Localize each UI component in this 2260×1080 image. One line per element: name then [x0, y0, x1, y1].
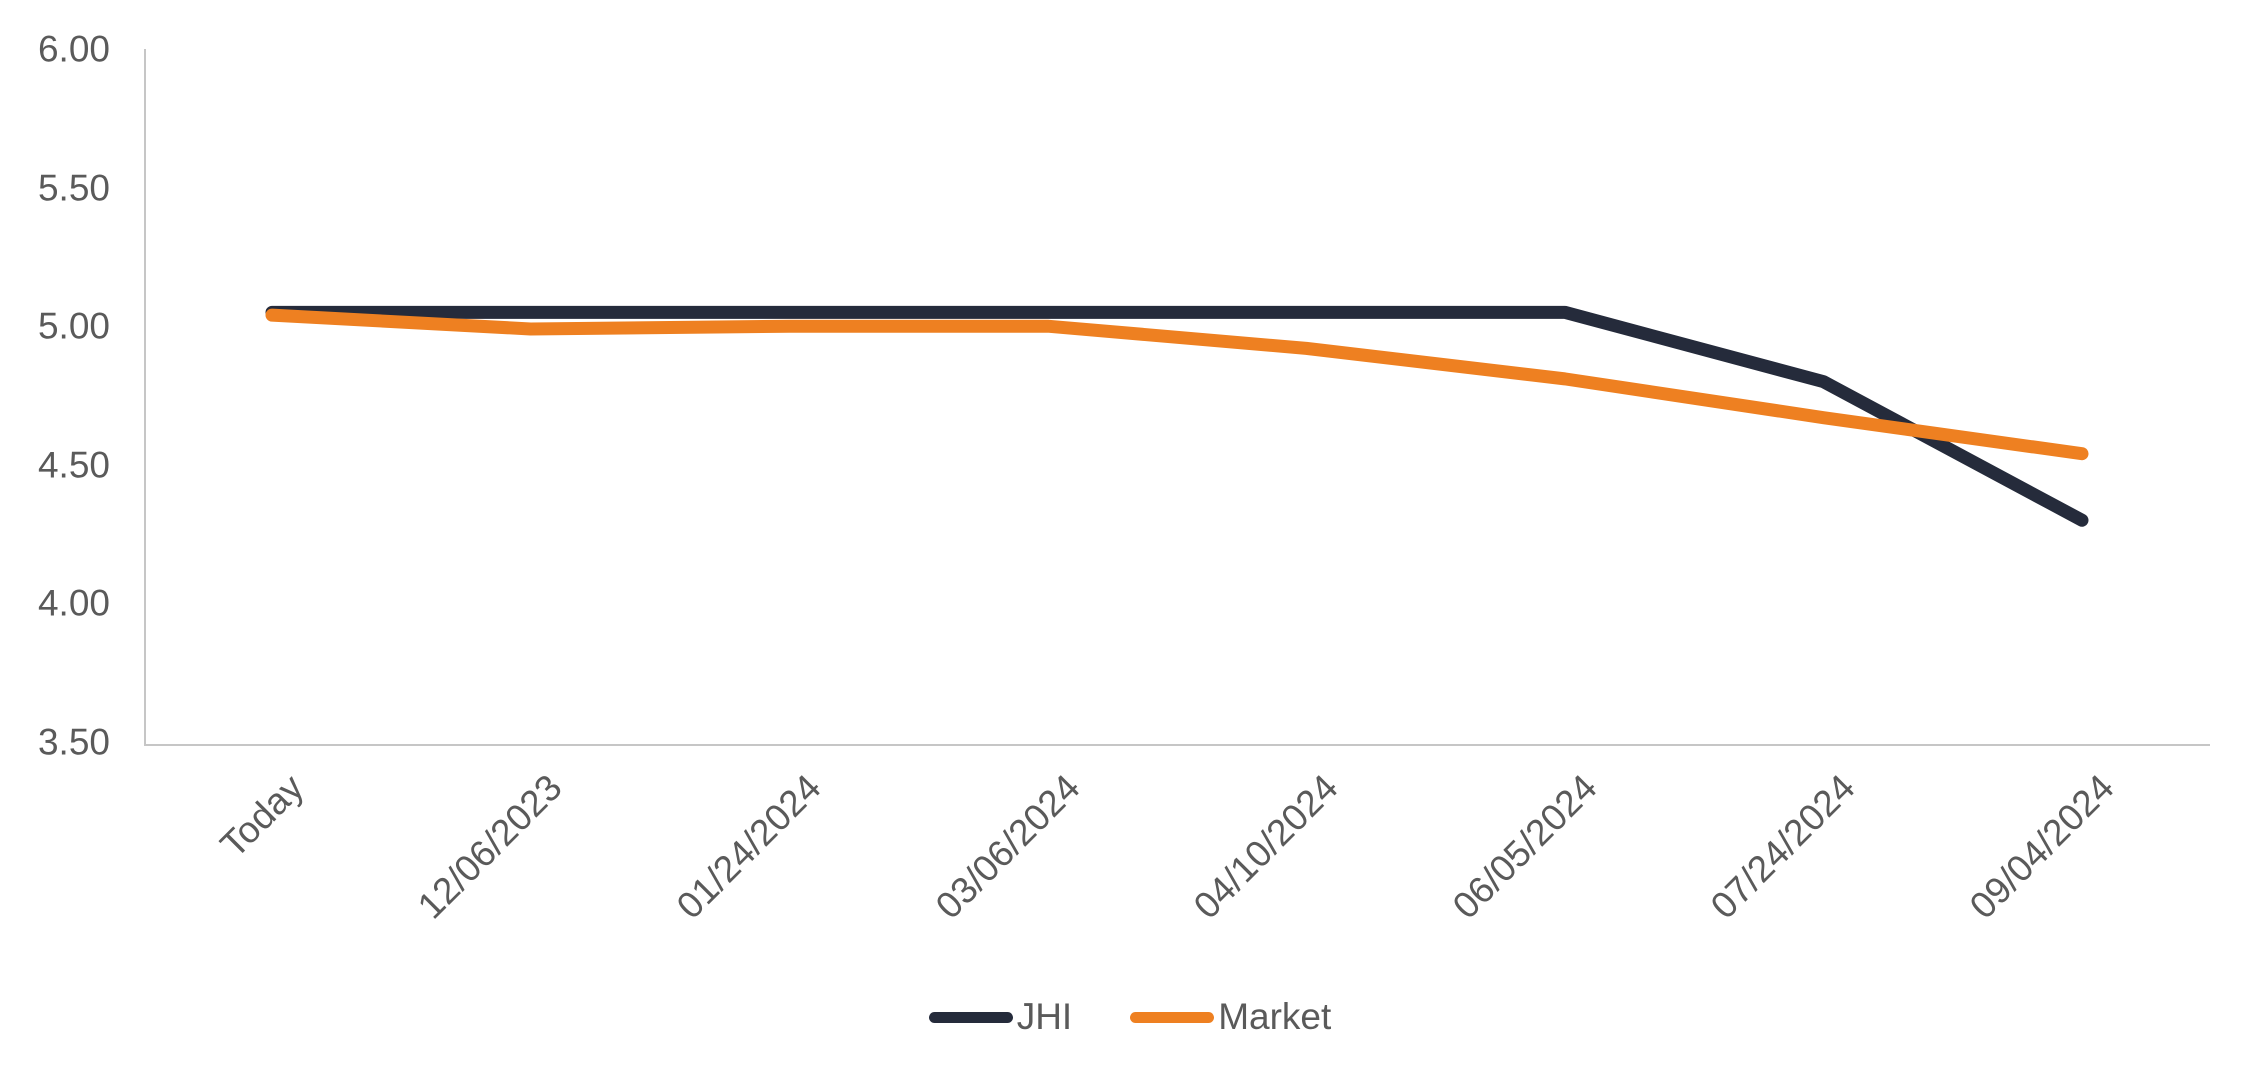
- chart-legend: JHI Market: [0, 997, 2260, 1037]
- legend-item-market: Market: [1130, 997, 1331, 1037]
- y-tick-label: 4.00: [37, 582, 110, 624]
- legend-swatch-market: [1130, 1011, 1215, 1023]
- y-tick-label: 5.50: [37, 167, 110, 209]
- axis-lines: [144, 49, 2210, 746]
- y-tick-label: 3.50: [37, 721, 110, 763]
- legend-label: Market: [1218, 996, 1332, 1037]
- series-line-market: [265, 308, 2089, 461]
- y-tick-label: 4.50: [37, 444, 110, 486]
- y-tick-label: 6.00: [37, 28, 110, 70]
- series-line-jhi: [265, 305, 2089, 527]
- legend-label: JHI: [1016, 996, 1073, 1037]
- legend-swatch-jhi: [928, 1011, 1013, 1023]
- y-tick-label: 5.00: [37, 305, 110, 347]
- legend-item-jhi: JHI: [928, 996, 1073, 1037]
